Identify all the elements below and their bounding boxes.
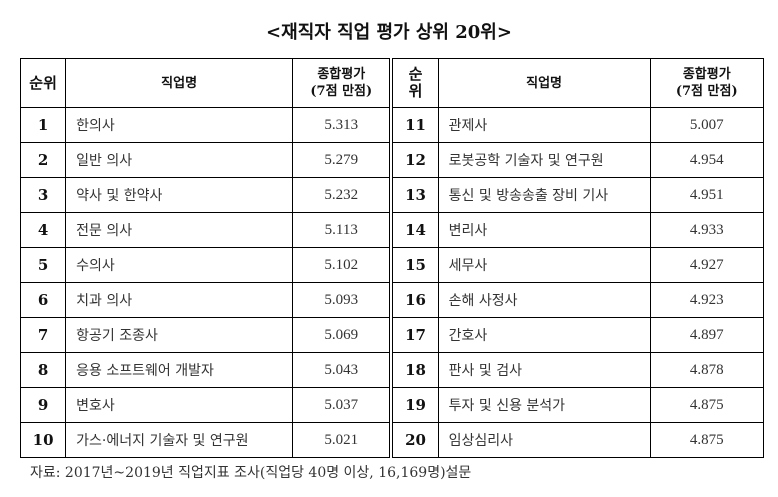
ranking-table: 순위 직업명 종합평가 (7점 만점) 순 위 직업명 종합평가 (7점 만점) 1…	[19, 58, 764, 458]
rank-cell: 12	[389, 142, 439, 178]
score-cell: 5.093	[292, 282, 392, 318]
table-row: 8 응용 소프트웨어 개발자 5.043 18 판사 및 검사 4.878	[19, 352, 764, 388]
rank-cell: 20	[389, 422, 439, 458]
rank-cell: 6	[19, 282, 67, 318]
job-cell: 변리사	[437, 212, 651, 248]
job-cell: 일반 의사	[65, 142, 294, 178]
table-row: 7 항공기 조종사 5.069 17 간호사 4.897	[19, 317, 764, 353]
score-cell: 5.279	[292, 142, 392, 178]
score-cell: 4.897	[649, 317, 764, 353]
score-cell: 4.923	[649, 282, 764, 318]
page-title: <재직자 직업 평가 상위 20위>	[266, 22, 512, 43]
rank-cell: 13	[389, 177, 439, 213]
score-cell: 4.878	[649, 352, 764, 388]
source-note: 자료: 2017년~2019년 직업지표 조사(직업당 40명 이상, 16,1…	[30, 465, 472, 481]
table-row: 6 치과 의사 5.093 16 손해 사정사 4.923	[19, 282, 764, 318]
job-cell: 판사 및 검사	[437, 352, 651, 388]
rank-cell: 14	[389, 212, 439, 248]
header-job-2: 직업명	[437, 58, 651, 108]
job-cell: 응용 소프트웨어 개발자	[65, 352, 294, 388]
table-row: 9 변호사 5.037 19 투자 및 신용 분석가 4.875	[19, 387, 764, 423]
rank-cell: 17	[389, 317, 439, 353]
job-cell: 치과 의사	[65, 282, 294, 318]
header-rank-2: 순 위	[389, 58, 439, 108]
score-cell: 5.232	[292, 177, 392, 213]
job-cell: 변호사	[65, 387, 294, 423]
rank-cell: 18	[389, 352, 439, 388]
job-cell: 통신 및 방송송출 장비 기사	[437, 177, 651, 213]
header-score-2: 종합평가 (7점 만점)	[649, 58, 764, 108]
table-row: 2 일반 의사 5.279 12 로봇공학 기술자 및 연구원 4.954	[19, 142, 764, 178]
job-cell: 임상심리사	[437, 422, 651, 458]
rank-cell: 3	[19, 177, 67, 213]
job-cell: 가스·에너지 기술자 및 연구원	[65, 422, 294, 458]
score-cell: 5.069	[292, 317, 392, 353]
job-cell: 항공기 조종사	[65, 317, 294, 353]
header-row: 순위 직업명 종합평가 (7점 만점) 순 위 직업명 종합평가 (7점 만점)	[19, 58, 764, 108]
job-cell: 전문 의사	[65, 212, 294, 248]
job-cell: 손해 사정사	[437, 282, 651, 318]
job-cell: 수의사	[65, 247, 294, 283]
score-cell: 5.021	[292, 422, 392, 458]
score-cell: 5.043	[292, 352, 392, 388]
score-cell: 4.875	[649, 387, 764, 423]
score-cell: 5.007	[649, 107, 764, 143]
rank-cell: 15	[389, 247, 439, 283]
rank-cell: 11	[389, 107, 439, 143]
rank-cell: 16	[389, 282, 439, 318]
table-row: 3 약사 및 한약사 5.232 13 통신 및 방송송출 장비 기사 4.951	[19, 177, 764, 213]
score-cell: 5.313	[292, 107, 392, 143]
job-cell: 약사 및 한약사	[65, 177, 294, 213]
table-row: 5 수의사 5.102 15 세무사 4.927	[19, 247, 764, 283]
header-job: 직업명	[65, 58, 294, 108]
score-cell: 4.933	[649, 212, 764, 248]
table-row: 1 한의사 5.313 11 관제사 5.007	[19, 107, 764, 143]
job-cell: 세무사	[437, 247, 651, 283]
rank-cell: 5	[19, 247, 67, 283]
rank-cell: 9	[19, 387, 67, 423]
job-cell: 관제사	[437, 107, 651, 143]
header-score: 종합평가 (7점 만점)	[292, 58, 392, 108]
rank-cell: 7	[19, 317, 67, 353]
score-cell: 4.927	[649, 247, 764, 283]
score-cell: 5.102	[292, 247, 392, 283]
score-cell: 4.875	[649, 422, 764, 458]
job-cell: 간호사	[437, 317, 651, 353]
rank-cell: 2	[19, 142, 67, 178]
rank-cell: 8	[19, 352, 67, 388]
score-cell: 5.113	[292, 212, 392, 248]
table-row: 4 전문 의사 5.113 14 변리사 4.933	[19, 212, 764, 248]
job-cell: 투자 및 신용 분석가	[437, 387, 651, 423]
rank-cell: 1	[19, 107, 67, 143]
job-cell: 한의사	[65, 107, 294, 143]
header-rank: 순위	[19, 58, 67, 108]
score-cell: 4.951	[649, 177, 764, 213]
table-row: 10 가스·에너지 기술자 및 연구원 5.021 20 임상심리사 4.875	[19, 422, 764, 458]
rank-cell: 19	[389, 387, 439, 423]
rank-cell: 4	[19, 212, 67, 248]
score-cell: 4.954	[649, 142, 764, 178]
rank-cell: 10	[19, 422, 67, 458]
score-cell: 5.037	[292, 387, 392, 423]
job-cell: 로봇공학 기술자 및 연구원	[437, 142, 651, 178]
